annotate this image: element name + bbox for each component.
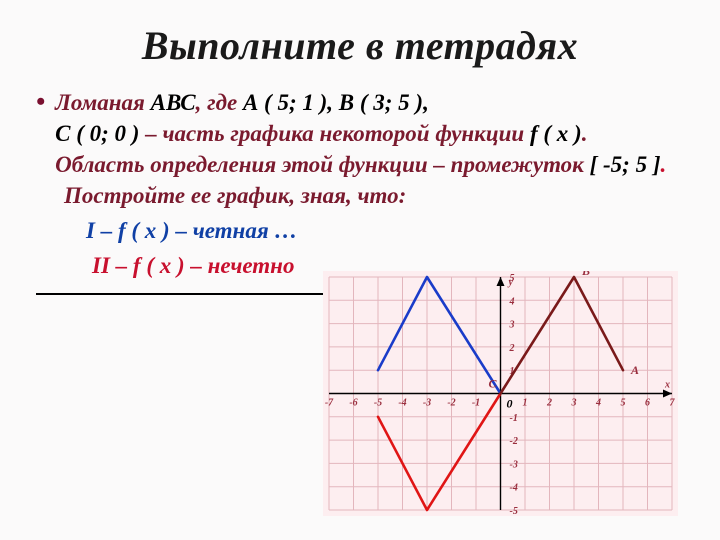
t: I – [86, 218, 118, 243]
svg-text:-1: -1 [510, 413, 518, 424]
svg-text:-3: -3 [423, 398, 431, 409]
svg-text:-5: -5 [374, 398, 382, 409]
svg-text:2: 2 [546, 398, 552, 409]
t: С ( 0; 0 ) [55, 121, 139, 146]
svg-text:3: 3 [571, 398, 577, 409]
svg-text:-4: -4 [510, 483, 518, 494]
svg-text:5: 5 [621, 398, 626, 409]
t: Ломаная [55, 90, 151, 115]
svg-text:x: x [664, 380, 670, 391]
svg-text:A: A [630, 363, 639, 377]
t: f ( х ) [530, 121, 582, 146]
bullet-text: Ломаная АВС, где А ( 5; 1 ), В ( 3; 5 ),… [55, 87, 680, 180]
svg-text:-7: -7 [325, 398, 334, 409]
t: f ( х ) [133, 253, 185, 278]
instruction-line: Постройте ее график, зная, что: [64, 180, 680, 211]
svg-text:-2: -2 [447, 398, 455, 409]
svg-text:y: y [508, 277, 514, 288]
svg-text:1: 1 [523, 398, 528, 409]
t: – часть графика некоторой функции [139, 121, 530, 146]
t: Область определения этой функции – проме… [55, 152, 589, 177]
case-1: I – f ( х ) – четная … [86, 215, 680, 246]
svg-text:-1: -1 [472, 398, 480, 409]
svg-text:-6: -6 [349, 398, 357, 409]
t: . [582, 121, 588, 146]
chart-container: -7-6-5-4-3-2-11234567-5-4-3-2-112345xyBA… [323, 271, 678, 516]
svg-text:3: 3 [509, 320, 515, 331]
t: АВС [151, 90, 196, 115]
bullet-dot-icon: • [36, 87, 45, 117]
svg-text:-3: -3 [510, 459, 518, 470]
slide-title: Выполните в тетрадях [40, 22, 680, 69]
t: II – [92, 253, 133, 278]
svg-text:0: 0 [507, 397, 513, 411]
t: А ( 5; 1 ), В ( 3; 5 ), [243, 90, 429, 115]
svg-text:2: 2 [509, 343, 515, 354]
svg-text:4: 4 [509, 296, 515, 307]
t: . [660, 152, 666, 177]
svg-text:-2: -2 [510, 436, 518, 447]
t: [ -5; 5 ] [590, 152, 661, 177]
svg-text:C: C [489, 377, 498, 391]
body-text: • Ломаная АВС, где А ( 5; 1 ), В ( 3; 5 … [40, 87, 680, 295]
svg-text:B: B [581, 271, 590, 278]
svg-text:4: 4 [595, 398, 601, 409]
t: – четная … [170, 218, 298, 243]
t: f ( х ) [118, 218, 170, 243]
function-chart: -7-6-5-4-3-2-11234567-5-4-3-2-112345xyBA… [323, 271, 678, 516]
bullet-item: • Ломаная АВС, где А ( 5; 1 ), В ( 3; 5 … [40, 87, 680, 180]
svg-text:-4: -4 [398, 398, 406, 409]
svg-text:6: 6 [645, 398, 650, 409]
t: , где [196, 90, 243, 115]
t: – нечетно [185, 253, 295, 278]
divider [36, 293, 336, 295]
svg-text:-5: -5 [510, 506, 518, 516]
